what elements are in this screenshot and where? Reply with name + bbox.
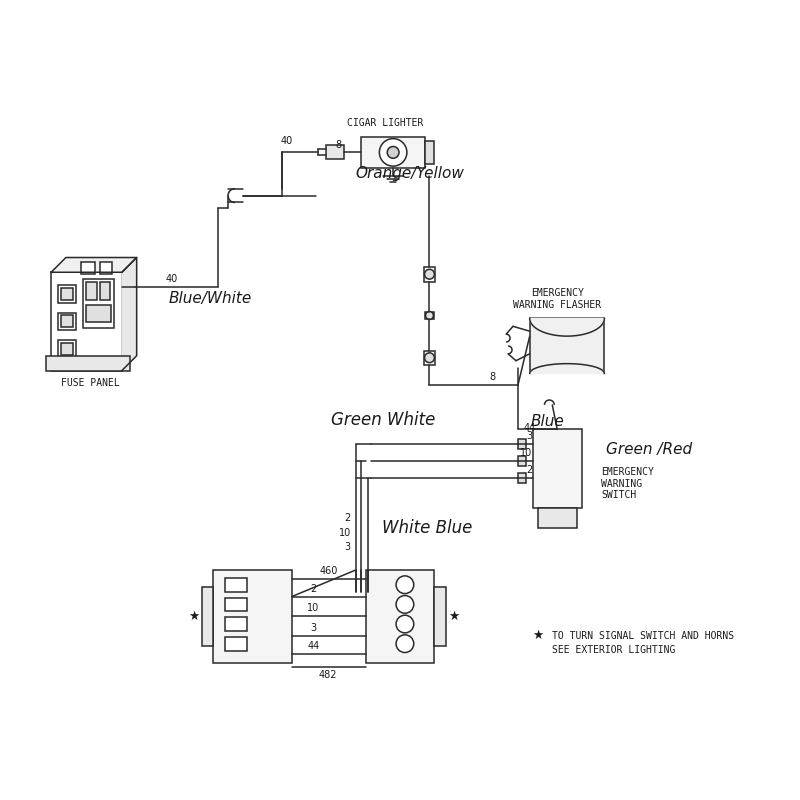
Bar: [518, 473, 526, 482]
Circle shape: [426, 311, 434, 319]
Circle shape: [425, 353, 434, 362]
Bar: [423, 351, 435, 365]
Text: EMERGENCY
WARNING
SWITCH: EMERGENCY WARNING SWITCH: [602, 467, 654, 500]
Circle shape: [379, 138, 407, 166]
Bar: [225, 598, 246, 611]
Circle shape: [387, 146, 399, 158]
Bar: [202, 586, 214, 646]
Bar: [214, 570, 292, 663]
Text: 44: 44: [524, 422, 536, 433]
Bar: [58, 313, 76, 330]
Text: White Blue: White Blue: [382, 518, 473, 537]
Circle shape: [425, 270, 434, 279]
Text: Blue: Blue: [530, 414, 564, 429]
Bar: [58, 285, 76, 302]
Text: CIGAR LIGHTER: CIGAR LIGHTER: [347, 118, 423, 128]
Bar: [58, 340, 76, 358]
Text: 3: 3: [345, 542, 351, 552]
Text: 460: 460: [319, 566, 338, 576]
Bar: [425, 141, 434, 164]
Text: Blue/White: Blue/White: [169, 291, 252, 306]
Bar: [538, 508, 577, 528]
Text: 8: 8: [490, 372, 495, 382]
Text: 40: 40: [166, 274, 178, 284]
Text: EMERGENCY
WARNING FLASHER: EMERGENCY WARNING FLASHER: [513, 288, 602, 310]
Text: 8: 8: [335, 139, 341, 150]
Text: 2: 2: [345, 513, 351, 523]
Circle shape: [396, 576, 414, 594]
Text: 3: 3: [310, 623, 317, 633]
Bar: [100, 262, 112, 274]
Text: ★: ★: [532, 630, 543, 642]
Bar: [86, 282, 98, 300]
Text: Green White: Green White: [331, 410, 435, 429]
Text: Orange/Yellow: Orange/Yellow: [356, 166, 465, 182]
Text: ★: ★: [449, 610, 460, 622]
Text: FUSE PANEL: FUSE PANEL: [61, 378, 120, 388]
Polygon shape: [530, 364, 604, 374]
Text: 44: 44: [307, 641, 320, 650]
Bar: [361, 137, 425, 168]
Bar: [61, 315, 73, 327]
Bar: [326, 146, 344, 159]
Bar: [51, 272, 122, 370]
Text: 10: 10: [338, 528, 351, 538]
Bar: [61, 343, 73, 354]
Text: SEE EXTERIOR LIGHTING: SEE EXTERIOR LIGHTING: [552, 645, 676, 654]
Bar: [100, 282, 110, 300]
Text: 3: 3: [526, 431, 533, 442]
Text: 10: 10: [521, 448, 533, 458]
Text: 40: 40: [281, 135, 293, 146]
Bar: [530, 318, 604, 374]
Text: Green /Red: Green /Red: [606, 442, 693, 457]
Bar: [82, 279, 114, 328]
Bar: [225, 637, 246, 650]
Text: 482: 482: [319, 670, 338, 680]
Bar: [533, 430, 582, 508]
Polygon shape: [51, 258, 137, 272]
Polygon shape: [530, 318, 604, 336]
Text: ★: ★: [188, 610, 199, 622]
Text: TO TURN SIGNAL SWITCH AND HORNS: TO TURN SIGNAL SWITCH AND HORNS: [552, 631, 734, 641]
Bar: [434, 586, 446, 646]
Bar: [425, 311, 434, 319]
Bar: [86, 305, 111, 322]
Polygon shape: [122, 258, 137, 370]
Circle shape: [396, 635, 414, 653]
Bar: [225, 578, 246, 592]
Text: 2: 2: [526, 465, 533, 474]
Text: 10: 10: [307, 603, 320, 614]
Circle shape: [396, 615, 414, 633]
Bar: [46, 356, 130, 370]
Bar: [518, 439, 526, 449]
Bar: [518, 456, 526, 466]
Circle shape: [396, 595, 414, 614]
Text: 2: 2: [310, 584, 317, 594]
Bar: [81, 262, 95, 274]
Bar: [423, 267, 435, 282]
Bar: [225, 617, 246, 631]
Bar: [366, 570, 434, 663]
Bar: [61, 288, 73, 300]
